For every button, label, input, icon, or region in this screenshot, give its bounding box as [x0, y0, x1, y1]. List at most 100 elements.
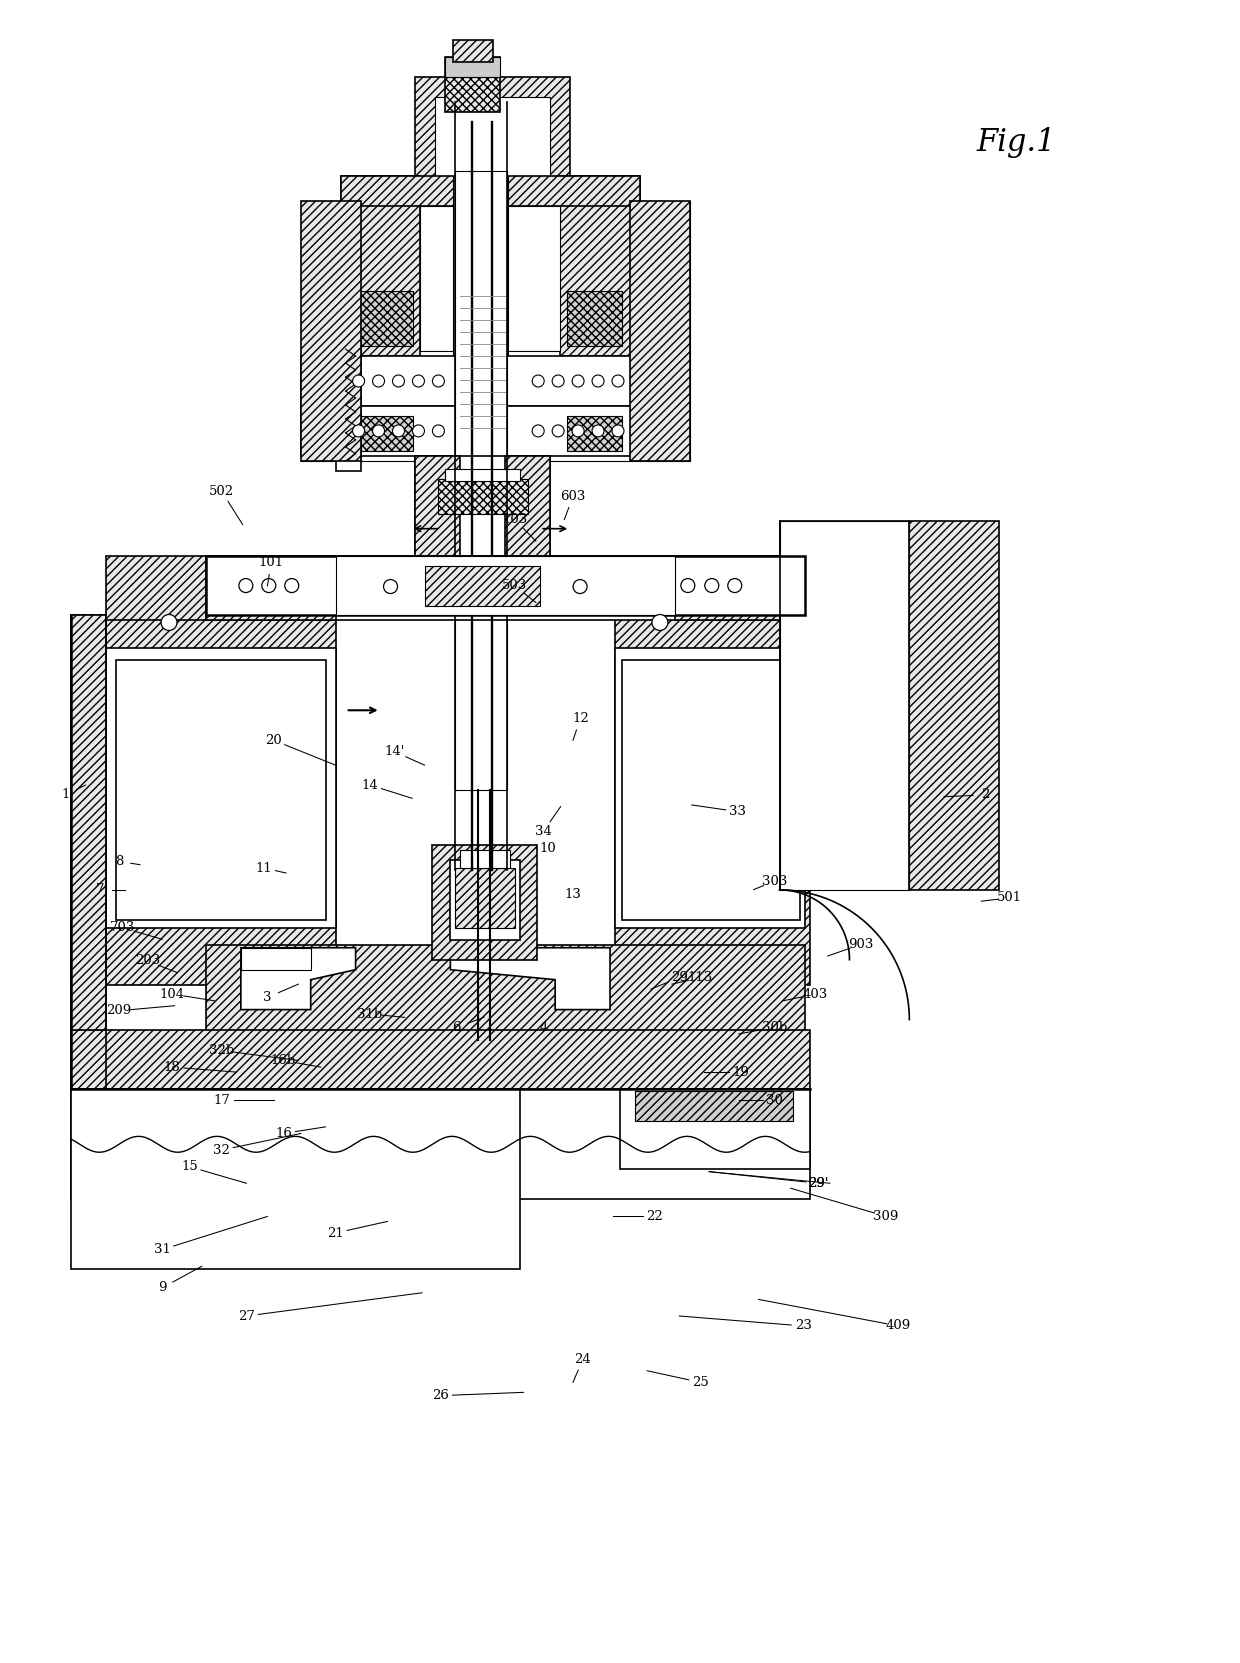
Circle shape — [572, 426, 584, 437]
Bar — [341, 346, 358, 364]
Bar — [415, 456, 460, 575]
Polygon shape — [450, 948, 610, 1009]
Bar — [635, 1091, 792, 1121]
Circle shape — [591, 426, 604, 437]
Polygon shape — [241, 948, 356, 1009]
Text: 33: 33 — [729, 805, 746, 818]
Text: 31: 31 — [154, 1244, 171, 1256]
Bar — [301, 201, 361, 461]
Circle shape — [532, 376, 544, 387]
Circle shape — [352, 376, 365, 387]
Bar — [415, 76, 570, 196]
Text: 13: 13 — [564, 888, 582, 901]
Text: 27: 27 — [238, 1309, 254, 1322]
Bar — [439, 479, 528, 514]
Bar — [450, 860, 521, 940]
Text: 19: 19 — [733, 1066, 750, 1079]
Text: 34: 34 — [534, 825, 552, 838]
Text: 703: 703 — [110, 921, 135, 935]
Text: 29': 29' — [807, 1177, 828, 1189]
Bar — [567, 416, 622, 451]
Text: 101: 101 — [259, 555, 284, 569]
Circle shape — [704, 579, 719, 592]
Bar — [107, 649, 336, 928]
Circle shape — [161, 615, 177, 630]
Bar — [455, 868, 516, 928]
Circle shape — [372, 426, 384, 437]
Text: 15: 15 — [181, 1161, 198, 1172]
Circle shape — [532, 426, 544, 437]
Circle shape — [413, 376, 424, 387]
Bar — [301, 356, 358, 406]
Polygon shape — [615, 580, 810, 984]
Text: 7: 7 — [97, 883, 104, 896]
Bar — [433, 845, 537, 960]
Text: 18: 18 — [164, 1061, 181, 1074]
Circle shape — [728, 579, 742, 592]
Text: 25: 25 — [692, 1375, 709, 1389]
Bar — [632, 356, 689, 406]
Text: 409: 409 — [885, 1319, 911, 1332]
Bar — [301, 201, 689, 461]
Bar — [445, 469, 521, 481]
Bar — [341, 176, 640, 206]
Bar — [630, 201, 689, 461]
Bar — [206, 555, 336, 620]
Polygon shape — [241, 948, 311, 970]
Bar — [71, 1029, 810, 1089]
Bar — [560, 176, 640, 356]
Text: 8: 8 — [115, 855, 123, 868]
Text: 502: 502 — [210, 486, 234, 497]
Circle shape — [613, 426, 624, 437]
Text: 403: 403 — [802, 988, 828, 1001]
Bar — [341, 176, 420, 356]
Text: 103: 103 — [502, 514, 527, 526]
Circle shape — [433, 376, 444, 387]
Bar — [206, 945, 805, 1034]
Bar — [301, 406, 689, 456]
Text: 501: 501 — [997, 891, 1022, 905]
Text: 26: 26 — [433, 1389, 449, 1402]
Circle shape — [372, 376, 384, 387]
Text: 16b: 16b — [270, 1054, 296, 1068]
Text: 303: 303 — [761, 875, 787, 888]
Bar — [420, 206, 560, 351]
Polygon shape — [71, 580, 336, 984]
Circle shape — [552, 376, 564, 387]
Circle shape — [652, 615, 668, 630]
Polygon shape — [71, 1089, 810, 1199]
Circle shape — [413, 426, 424, 437]
Bar — [206, 555, 336, 615]
Bar — [620, 1089, 810, 1169]
Bar — [301, 356, 689, 406]
Bar — [622, 660, 800, 920]
Text: 24: 24 — [574, 1352, 591, 1365]
Bar — [505, 456, 551, 575]
Circle shape — [433, 426, 444, 437]
Text: 503: 503 — [502, 579, 527, 592]
Bar — [341, 379, 358, 397]
Circle shape — [285, 579, 299, 592]
Text: 11: 11 — [255, 861, 272, 875]
Bar — [107, 555, 206, 620]
Text: 2: 2 — [981, 788, 990, 802]
Circle shape — [352, 426, 365, 437]
Text: 30: 30 — [766, 1094, 784, 1108]
Bar — [71, 1089, 521, 1269]
Text: 32: 32 — [213, 1144, 231, 1156]
Circle shape — [262, 579, 275, 592]
Circle shape — [591, 376, 604, 387]
Text: Fig.1: Fig.1 — [976, 128, 1055, 158]
Text: 10: 10 — [539, 841, 557, 855]
Bar — [567, 291, 622, 346]
Text: 22: 22 — [646, 1211, 663, 1222]
Text: 21: 21 — [327, 1227, 343, 1239]
Bar — [415, 456, 551, 575]
Text: 14: 14 — [362, 778, 378, 792]
Bar — [780, 521, 999, 890]
Text: 4: 4 — [539, 1021, 548, 1034]
Bar — [632, 406, 689, 456]
Bar — [455, 171, 507, 790]
Text: 9: 9 — [157, 1281, 166, 1294]
Bar — [358, 291, 413, 346]
